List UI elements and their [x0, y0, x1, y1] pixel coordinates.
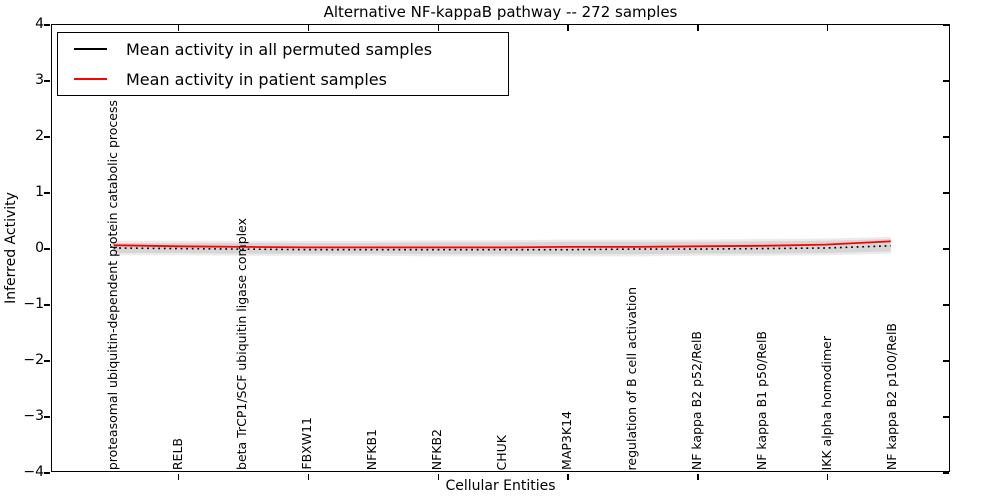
legend-label: Mean activity in patient samples [126, 69, 387, 89]
plot-area: proteasomal ubiquitin-dependent protein … [44, 24, 950, 480]
x-tick-bottom [567, 473, 569, 480]
y-tick-right [943, 360, 949, 362]
x-entity-label: beta TrCP1/SCF ubiquitin ligase complex [234, 218, 250, 470]
y-tick-right [943, 416, 949, 418]
x-tick-top [567, 25, 569, 31]
y-tick-left [44, 136, 50, 138]
x-entity-label: proteasomal ubiquitin-dependent protein … [104, 99, 120, 470]
legend-line-sample-red [74, 78, 107, 80]
x-entity-label: NF kappa B2 p100/RelB [883, 322, 899, 470]
y-tick-right [943, 24, 949, 26]
x-tick-top [437, 25, 439, 31]
y-tick-label: −4 [23, 463, 44, 480]
y-tick-left [44, 24, 50, 26]
x-entity-label: NF kappa B1 p50/RelB [753, 330, 769, 470]
x-tick-bottom [437, 473, 439, 480]
x-tick-top [826, 25, 829, 31]
x-tick-bottom [697, 473, 699, 480]
y-tick-label: −3 [23, 407, 44, 424]
plot-canvas [113, 236, 891, 257]
patient-mean-line [113, 240, 891, 249]
x-tick-top [307, 25, 310, 31]
x-entity-label: regulation of B cell activation [623, 286, 639, 470]
y-tick-label: 2 [35, 127, 44, 144]
legend: Mean activity in all permuted samples Me… [57, 32, 509, 96]
x-tick-top [177, 25, 180, 31]
x-entity-label: CHUK [494, 434, 510, 470]
permuted-mean-line [113, 245, 891, 251]
x-entity-label: NF kappa B2 p52/RelB [688, 330, 704, 470]
y-tick-left [44, 416, 50, 418]
x-entity-label: NFKB1 [364, 428, 380, 470]
x-entity-label: MAP3K14 [559, 411, 575, 470]
x-tick-top [697, 25, 699, 31]
legend-label: Mean activity in all permuted samples [126, 39, 433, 59]
y-tick-left [44, 304, 50, 306]
x-axis-label: Cellular Entities [445, 478, 556, 494]
y-tick-right [943, 80, 949, 82]
legend-line-sample-black [74, 48, 107, 50]
x-entity-label: IKK alpha homodimer [818, 335, 834, 471]
y-tick-label: 0 [35, 239, 44, 256]
y-tick-left [44, 192, 50, 194]
chart-title: Alternative NF-kappaB pathway -- 272 sam… [323, 3, 678, 21]
y-tick-left [44, 360, 50, 362]
y-tick-label: 3 [35, 71, 44, 88]
y-tick-right [943, 248, 949, 250]
y-tick-label: 1 [35, 183, 44, 200]
x-tick-bottom [177, 473, 180, 480]
x-entity-label: NFKB2 [429, 428, 445, 470]
x-tick-bottom [826, 473, 829, 480]
y-tick-label: −1 [23, 295, 44, 312]
y-tick-right [943, 136, 949, 138]
x-entity-label: RELB [169, 437, 185, 470]
legend-item-permuted: Mean activity in all permuted samples [58, 35, 508, 63]
y-tick-right [943, 472, 949, 474]
x-tick-bottom [307, 473, 310, 480]
x-entity-label: FBXW11 [299, 417, 315, 470]
legend-item-patient: Mean activity in patient samples [58, 65, 508, 93]
y-tick-right [943, 192, 949, 194]
y-tick-left [44, 80, 50, 82]
y-tick-left [44, 472, 50, 474]
y-tick-left [44, 248, 50, 250]
y-tick-label: −2 [23, 351, 44, 368]
y-tick-label: 4 [35, 15, 44, 32]
y-tick-right [943, 304, 949, 306]
